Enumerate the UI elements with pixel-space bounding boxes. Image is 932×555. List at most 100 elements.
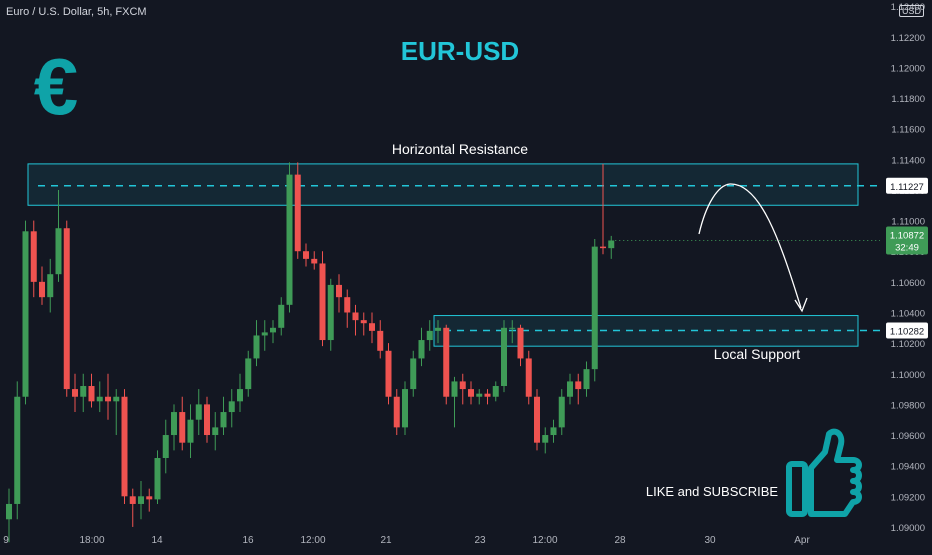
candle[interactable] — [138, 480, 144, 520]
candle[interactable] — [162, 419, 169, 474]
candle-body — [418, 340, 425, 359]
candle[interactable] — [105, 373, 111, 420]
candle-body — [369, 323, 375, 331]
candle[interactable] — [212, 412, 219, 451]
candle[interactable] — [6, 488, 12, 543]
candle[interactable] — [39, 266, 45, 305]
candle[interactable] — [418, 327, 425, 367]
candle[interactable] — [278, 297, 285, 336]
candle[interactable] — [245, 350, 252, 397]
candle[interactable] — [410, 350, 417, 397]
candle[interactable] — [558, 389, 565, 436]
candle[interactable] — [154, 450, 161, 504]
candle-body — [253, 335, 260, 359]
candle-body — [47, 274, 54, 298]
resistance-label: Horizontal Resistance — [392, 141, 528, 157]
candle[interactable] — [294, 162, 301, 259]
candle[interactable] — [542, 427, 549, 454]
candle[interactable] — [352, 304, 359, 336]
candle[interactable] — [187, 404, 194, 459]
candle[interactable] — [443, 324, 450, 405]
candle[interactable] — [344, 289, 351, 328]
candle[interactable] — [286, 162, 293, 313]
candle[interactable] — [311, 251, 318, 270]
candle[interactable] — [385, 343, 392, 405]
candle[interactable] — [476, 389, 483, 405]
candle[interactable] — [435, 320, 441, 344]
candle-body — [278, 304, 285, 328]
candle[interactable] — [369, 312, 375, 344]
candle[interactable] — [303, 243, 309, 267]
candle[interactable] — [402, 381, 408, 436]
candle[interactable] — [63, 220, 70, 397]
candle[interactable] — [96, 381, 103, 413]
candle-body — [534, 396, 540, 443]
candle[interactable] — [179, 396, 186, 451]
candle[interactable] — [121, 389, 128, 504]
candle[interactable] — [80, 373, 87, 413]
candle[interactable] — [501, 320, 507, 393]
candle[interactable] — [608, 235, 615, 259]
candle-body — [113, 396, 120, 402]
symbol-header[interactable]: Euro / U.S. Dollar, 5h, FXCM — [6, 6, 147, 18]
candle[interactable] — [220, 396, 227, 436]
thumbs-up-icon — [786, 428, 862, 517]
candle[interactable] — [393, 389, 400, 436]
candle[interactable] — [55, 189, 62, 282]
candle[interactable] — [270, 320, 276, 344]
candle[interactable] — [47, 258, 54, 313]
candle[interactable] — [146, 488, 153, 512]
candle-body — [162, 435, 169, 459]
x-tick-label: 30 — [704, 535, 716, 546]
y-tick-label: 1.12000 — [891, 63, 925, 74]
candle-body — [517, 327, 524, 359]
candle[interactable] — [14, 381, 21, 520]
candle[interactable] — [377, 320, 384, 359]
candle[interactable] — [327, 278, 334, 351]
candle[interactable] — [517, 324, 524, 367]
candle[interactable] — [567, 373, 573, 405]
candle[interactable] — [591, 238, 598, 382]
candle[interactable] — [113, 389, 120, 436]
candle[interactable] — [360, 312, 367, 336]
candle[interactable] — [129, 488, 136, 527]
x-tick-label: 18:00 — [79, 535, 104, 546]
candle[interactable] — [468, 381, 474, 405]
x-tick-label: Apr — [794, 535, 810, 546]
candle[interactable] — [319, 251, 326, 347]
candle[interactable] — [600, 163, 606, 255]
candle[interactable] — [426, 320, 433, 351]
candle[interactable] — [451, 376, 458, 428]
candle[interactable] — [88, 373, 95, 408]
candle[interactable] — [204, 396, 210, 443]
candle[interactable] — [575, 373, 582, 405]
candle[interactable] — [253, 320, 260, 367]
candle[interactable] — [550, 419, 557, 443]
resistance-price-tag-text: 1.11227 — [890, 182, 924, 193]
candle-body — [311, 258, 318, 264]
candle[interactable] — [509, 320, 516, 344]
x-tick-label: 14 — [151, 535, 163, 546]
candle-body — [228, 401, 235, 413]
candle[interactable] — [72, 373, 78, 413]
candle[interactable] — [22, 220, 29, 405]
candle[interactable] — [336, 274, 342, 313]
candle[interactable] — [459, 373, 466, 405]
candle[interactable] — [171, 404, 177, 451]
candle[interactable] — [525, 350, 532, 405]
candle-body — [294, 174, 301, 252]
y-tick-label: 1.09000 — [891, 523, 925, 534]
candle[interactable] — [492, 381, 499, 402]
candle-body — [484, 393, 491, 397]
candle-body — [88, 386, 95, 402]
candle[interactable] — [228, 389, 235, 428]
candle[interactable] — [484, 389, 491, 405]
candle[interactable] — [534, 389, 540, 451]
candle[interactable] — [237, 373, 243, 413]
currency-badge[interactable]: USD — [898, 5, 924, 17]
candle[interactable] — [583, 361, 590, 397]
candle[interactable] — [195, 389, 202, 436]
candle[interactable] — [261, 320, 268, 351]
candle[interactable] — [30, 220, 37, 298]
